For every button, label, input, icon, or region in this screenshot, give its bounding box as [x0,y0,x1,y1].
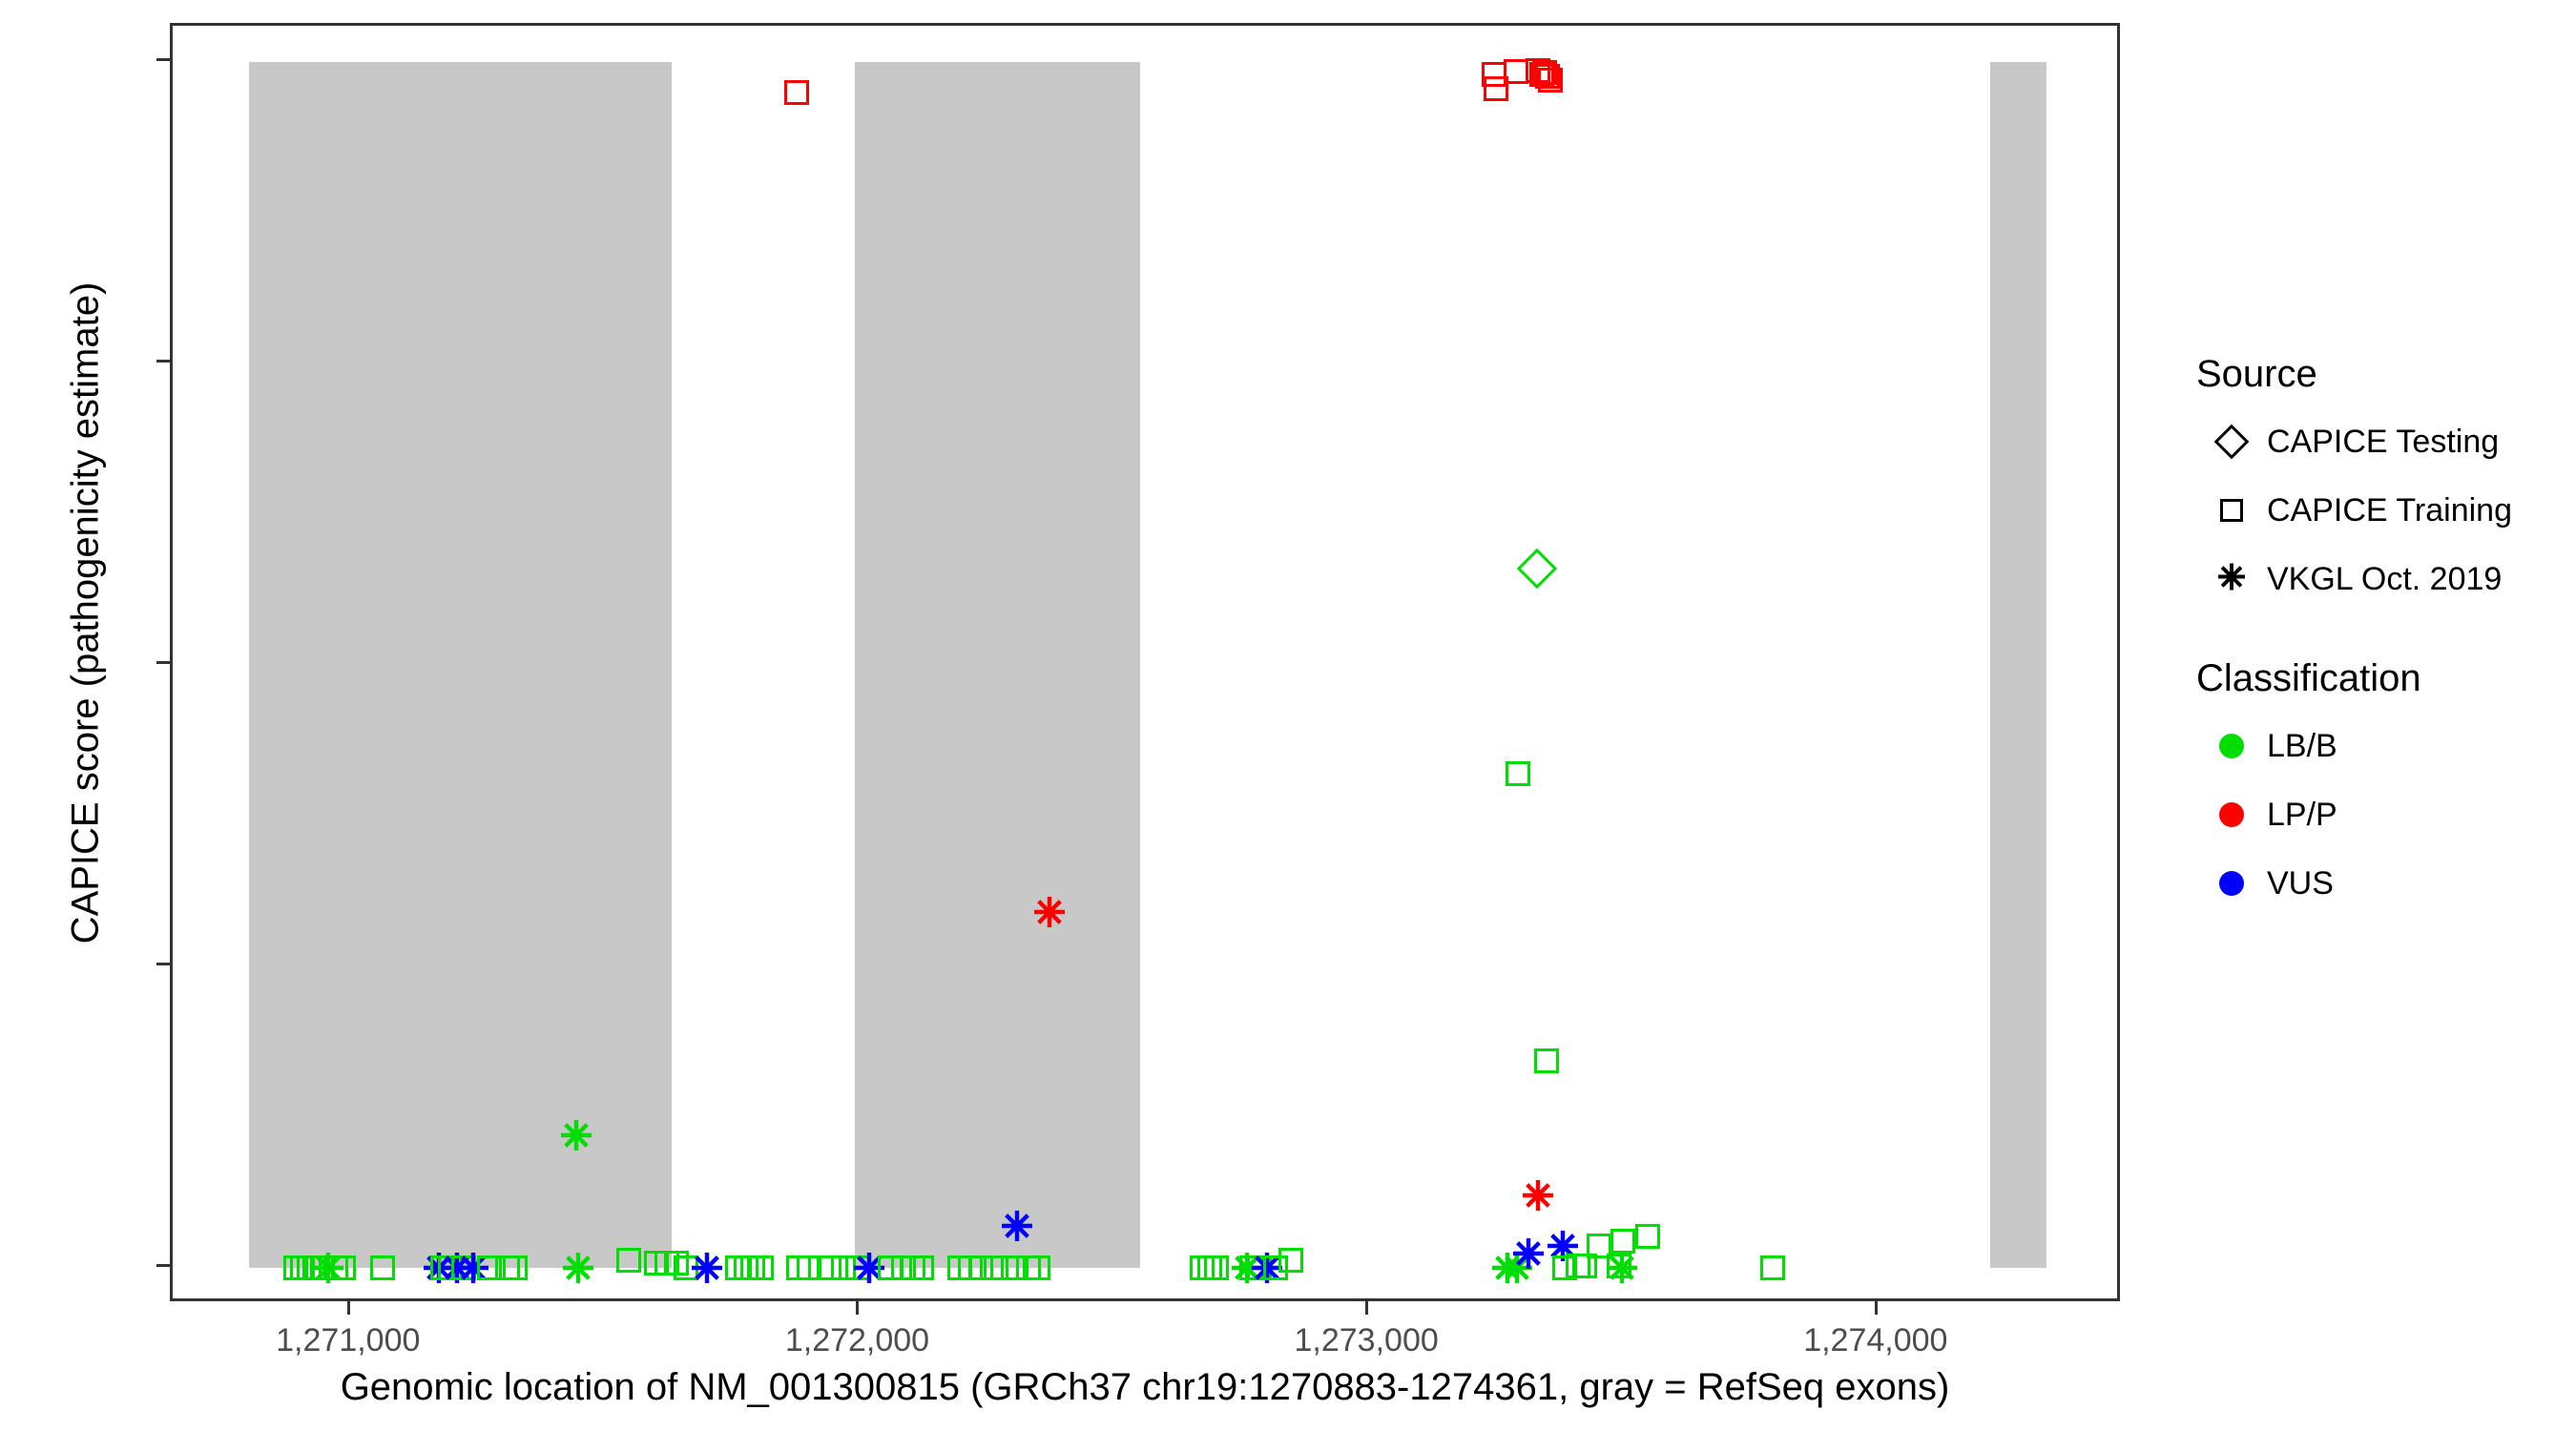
data-point-square [1533,1047,1559,1073]
legend-label: VUS [2267,864,2334,902]
refseq-exon-region [249,61,672,1269]
data-point-square [1552,1255,1578,1281]
data-point-square [1587,1234,1612,1259]
legend-dot-icon [2219,871,2244,896]
data-point-asterisk [1033,896,1066,928]
legend-item[interactable]: CAPICE Testing [2196,407,2559,476]
legend-asterisk-icon [2217,563,2246,596]
data-point-square [1572,1253,1598,1278]
data-point-square [1534,64,1560,90]
data-point-square [968,1255,994,1281]
data-point-asterisk [1522,1179,1554,1212]
legend-dot-icon [2219,734,2244,758]
x-tick-label: 1,271,000 [276,1322,421,1358]
x-tick-mark [346,1301,350,1315]
legend-item[interactable]: VKGL Oct. 2019 [2196,545,2559,613]
data-point-square [615,1248,641,1274]
data-point-square [797,1255,822,1281]
legend-block: Classification LB/B LP/P VUS [2196,657,2559,918]
y-tick-mark [156,661,170,664]
legend-block: Source CAPICE Testing CAPICE Training VKGL … [2196,353,2559,613]
x-tick-mark [856,1301,860,1315]
data-point-diamond [1517,548,1558,590]
legend-label: CAPICE Testing [2267,423,2500,460]
refseq-exon-region [855,61,1140,1269]
legend-item[interactable]: VUS [2196,849,2559,918]
y-tick-mark [156,1264,170,1268]
data-point-square [476,1255,502,1281]
legend-title: Classification [2196,657,2421,699]
legend-label: LB/B [2267,727,2337,764]
data-point-square [1503,59,1528,85]
legend-key-dot [2196,780,2267,849]
data-point-square [908,1255,934,1281]
data-point-square [1505,760,1530,786]
data-point-asterisk [562,1252,594,1284]
legend-key-diamond [2196,407,2267,476]
data-point-square [1606,1253,1631,1278]
data-point-square [1610,1229,1635,1255]
legend-dot-icon [2219,802,2244,827]
data-point-square [1634,1224,1660,1250]
data-point-square [748,1255,774,1281]
legend-item[interactable]: LP/P [2196,780,2559,849]
y-tick-mark [156,359,170,363]
data-point-square [664,1251,690,1276]
data-point-square [784,79,810,105]
x-tick-mark [1365,1301,1369,1315]
legend-label: CAPICE Training [2267,491,2512,529]
data-point-square [370,1255,396,1281]
legend-square-icon [2220,499,2243,522]
data-point-square [817,1255,842,1281]
data-point-asterisk [853,1252,885,1284]
x-tick-mark [1874,1301,1878,1315]
data-point-square [1483,75,1508,101]
legend-label: LP/P [2267,796,2337,833]
refseq-exon-region [1990,61,2046,1269]
data-point-square [1026,1255,1051,1281]
data-point-square [503,1255,529,1281]
legend-key-dot [2196,712,2267,780]
legend-title: Source [2196,353,2317,395]
x-tick-label: 1,273,000 [1294,1322,1439,1358]
x-tick-label: 1,272,000 [784,1322,930,1358]
legend: Source CAPICE Testing CAPICE Training VKGL … [2196,353,2559,962]
data-point-square [1531,60,1557,86]
data-point-asterisk [1512,1237,1545,1270]
data-point-square [984,1255,1009,1281]
y-tick-mark [156,57,170,61]
plot-panel [170,23,2120,1301]
data-point-asterisk [1001,1210,1033,1242]
data-point-asterisk [560,1119,592,1151]
data-point-square [1262,1255,1288,1281]
x-axis-label: Genomic location of NM_001300815 (GRCh37… [340,1366,1950,1408]
data-point-asterisk [457,1252,489,1284]
legend-item[interactable]: LB/B [2196,712,2559,780]
y-tick-mark [156,963,170,966]
data-point-square [1759,1255,1785,1281]
data-point-square [330,1255,356,1281]
legend-key-asterisk [2196,545,2267,613]
plot-area [173,26,2117,1298]
data-point-asterisk [691,1252,723,1284]
legend-key-dot [2196,849,2267,918]
legend-key-square [2196,476,2267,545]
legend-item[interactable]: CAPICE Training [2196,476,2559,545]
data-point-square [1000,1255,1026,1281]
data-point-square [1278,1248,1303,1274]
legend-label: VKGL Oct. 2019 [2267,560,2503,597]
data-point-square [1204,1255,1230,1281]
x-tick-label: 1,274,000 [1803,1322,1948,1358]
data-point-square [1538,67,1564,93]
legend-diamond-icon [2213,424,2250,460]
y-axis-label: CAPICE score (pathogenicity estimate) [64,281,107,944]
